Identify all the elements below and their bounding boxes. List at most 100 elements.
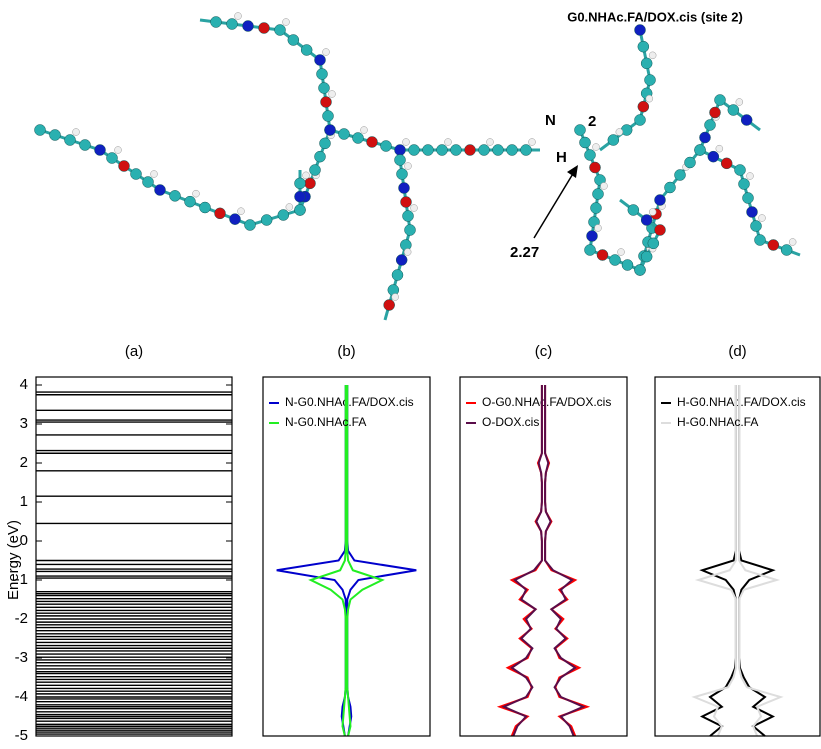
atom [742, 192, 754, 204]
atom [314, 54, 326, 66]
dos-curve [501, 385, 543, 737]
atom [277, 209, 290, 221]
atom [34, 124, 46, 136]
legend-label: N-G0.NHAc.FA/DOX.cis [285, 395, 414, 409]
y-tick-label: 1 [20, 493, 28, 510]
atom [242, 20, 254, 32]
hydrogen [715, 144, 724, 153]
dos-curve [308, 385, 347, 737]
atom [400, 196, 412, 208]
hydrogen [735, 98, 744, 106]
atom [320, 96, 332, 108]
atom [338, 128, 350, 140]
atom [383, 299, 395, 311]
hydrogen [486, 138, 494, 146]
atom [294, 204, 306, 216]
hydrogen [528, 138, 536, 146]
atom [118, 160, 130, 172]
atom [596, 249, 609, 261]
y-tick-label: 4 [20, 376, 28, 393]
atom [637, 100, 650, 113]
atom [324, 124, 336, 136]
bond [279, 28, 321, 62]
atom [694, 144, 706, 156]
atom [244, 219, 256, 231]
atom [106, 152, 118, 164]
distance-label: 2.27 [510, 244, 539, 261]
dos-curve [691, 385, 737, 737]
hydrogen [788, 238, 797, 246]
atom [609, 254, 621, 266]
hydrogen [648, 51, 657, 60]
atom [607, 134, 620, 146]
atom [767, 239, 780, 251]
atom [738, 178, 750, 190]
atom [740, 114, 753, 126]
atom [592, 188, 604, 200]
atom [394, 144, 406, 156]
atom [322, 110, 334, 122]
legend-label: N-G0.NHAc.FA [285, 415, 366, 429]
panel-frame [654, 376, 821, 737]
y-tick-label: -5 [15, 727, 28, 744]
atom [664, 181, 676, 194]
atom [287, 34, 300, 46]
molecule-title: G0.NHAc.FA/DOX.cis (site 2) [567, 9, 743, 24]
atom [184, 195, 196, 208]
hydrogen [600, 182, 608, 190]
y-tick-label: 3 [20, 415, 28, 432]
bond [638, 29, 652, 81]
atom [644, 74, 656, 86]
atom [589, 161, 601, 174]
atom [627, 204, 640, 216]
atom [754, 234, 766, 246]
y-axis-label: Energy (eV) [5, 520, 22, 600]
hydrogen [444, 138, 452, 146]
atom [260, 214, 273, 226]
atom [699, 131, 711, 144]
atom [720, 157, 733, 170]
legend-label: H-G0.NHAc.FA/DOX.cis [677, 395, 806, 409]
bond [249, 208, 301, 227]
atom [640, 57, 653, 70]
hydrogen [322, 48, 330, 56]
hydrogen [192, 189, 200, 198]
atom [316, 68, 328, 80]
atom [391, 269, 404, 281]
atom [94, 144, 106, 156]
atom [634, 264, 646, 276]
atom [408, 144, 420, 156]
atom [750, 220, 762, 232]
atom [746, 206, 758, 218]
panel-title: (c) [535, 343, 553, 360]
hydrogen [328, 90, 336, 98]
panel-frame [262, 376, 431, 737]
atom [707, 150, 720, 163]
y-tick-label: -4 [15, 688, 28, 705]
atom [304, 177, 316, 190]
atom [294, 177, 306, 190]
atom [404, 224, 416, 236]
atom [586, 230, 598, 242]
atom [574, 124, 586, 136]
atom [704, 119, 716, 131]
atom [79, 139, 91, 151]
atom [398, 182, 410, 194]
atom [674, 169, 686, 181]
y-tick-label: 0 [20, 532, 28, 549]
atom-label: N [545, 112, 556, 129]
hydrogen [758, 214, 766, 222]
y-tick-label: 2 [20, 454, 28, 471]
y-tick-label: -2 [15, 610, 28, 627]
dos-curve [346, 385, 385, 737]
hydrogen [237, 207, 245, 215]
atom-label: 2 [588, 113, 596, 130]
atom [780, 244, 793, 256]
atom [300, 44, 313, 56]
atom [64, 134, 76, 146]
hydrogen [410, 204, 418, 212]
y-tick-label: -1 [15, 571, 28, 588]
atom [584, 149, 596, 161]
bond [759, 238, 801, 257]
panel-title: (b) [337, 343, 355, 360]
